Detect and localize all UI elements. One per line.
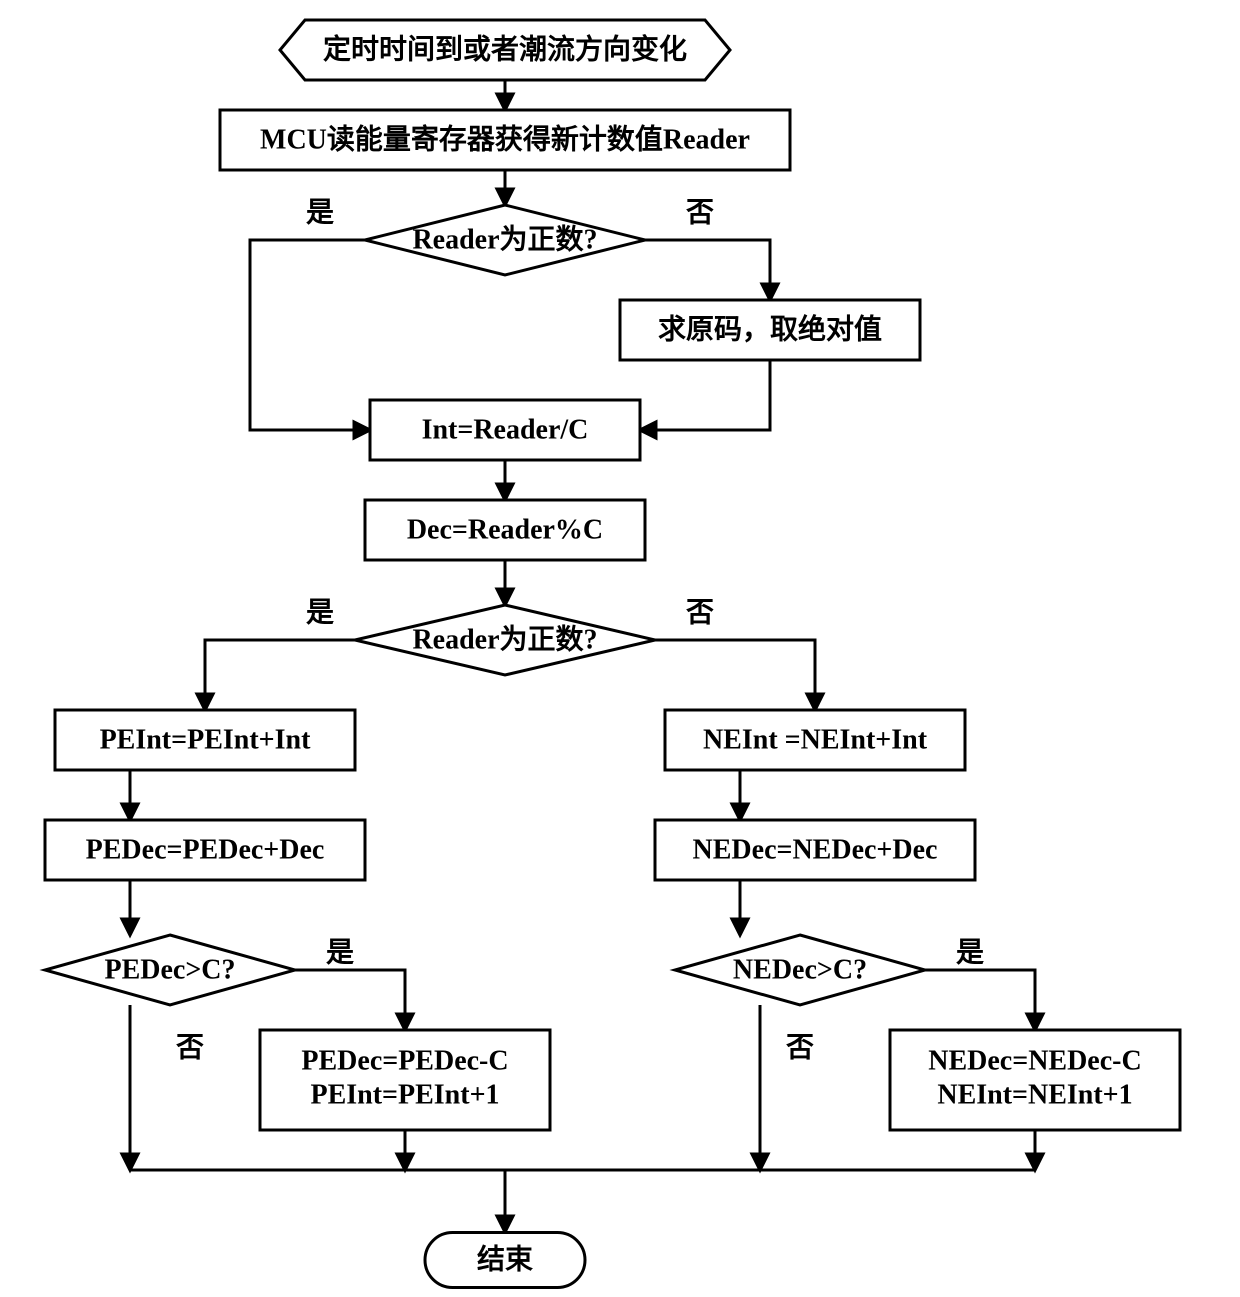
svg-text:NEInt =NEInt+Int: NEInt =NEInt+Int [703, 724, 928, 755]
svg-text:否: 否 [786, 1032, 814, 1063]
node-d3: PEDec>C? [45, 935, 295, 1005]
edge [655, 640, 815, 710]
svg-text:是: 是 [306, 597, 334, 628]
node-intc: Int=Reader/C [370, 400, 640, 460]
svg-text:NEDec>C?: NEDec>C? [733, 954, 867, 985]
svg-text:NEDec=NEDec+Dec: NEDec=NEDec+Dec [693, 834, 938, 865]
node-decc: Dec=Reader%C [365, 500, 645, 560]
edge [205, 640, 355, 710]
node-nefix: NEDec=NEDec-CNEInt=NEInt+1 [890, 1030, 1180, 1130]
node-d4: NEDec>C? [675, 935, 925, 1005]
svg-text:结束: 结束 [477, 1243, 533, 1275]
node-read: MCU读能量寄存器获得新计数值Reader [220, 110, 790, 170]
svg-text:是: 是 [326, 937, 354, 968]
node-pefix: PEDec=PEDec-CPEInt=PEInt+1 [260, 1030, 550, 1130]
edge [295, 970, 405, 1030]
svg-text:PEDec=PEDec-C: PEDec=PEDec-C [301, 1045, 508, 1076]
nodes: 定时时间到或者潮流方向变化 MCU读能量寄存器获得新计数值Reader Reader… [45, 20, 1180, 1288]
svg-text:是: 是 [956, 937, 984, 968]
node-start: 定时时间到或者潮流方向变化 [280, 20, 730, 80]
node-d1: Reader为正数? [365, 205, 645, 275]
svg-text:Reader为正数?: Reader为正数? [412, 223, 597, 255]
svg-text:PEInt=PEInt+1: PEInt=PEInt+1 [310, 1079, 499, 1110]
edge [645, 240, 770, 300]
edge [250, 240, 370, 430]
svg-text:PEInt=PEInt+Int: PEInt=PEInt+Int [100, 724, 312, 755]
svg-text:PEDec=PEDec+Dec: PEDec=PEDec+Dec [86, 834, 325, 865]
node-end: 结束 [425, 1233, 585, 1288]
node-pedec: PEDec=PEDec+Dec [45, 820, 365, 880]
svg-text:求原码，取绝对值: 求原码，取绝对值 [658, 312, 882, 345]
svg-text:是: 是 [306, 197, 334, 228]
edge [640, 360, 770, 430]
svg-text:NEDec=NEDec-C: NEDec=NEDec-C [928, 1045, 1141, 1076]
svg-text:MCU读能量寄存器获得新计数值Reader: MCU读能量寄存器获得新计数值Reader [260, 122, 750, 155]
edge [925, 970, 1035, 1030]
node-peint: PEInt=PEInt+Int [55, 710, 355, 770]
svg-text:否: 否 [686, 197, 714, 228]
node-nedec: NEDec=NEDec+Dec [655, 820, 975, 880]
node-neint: NEInt =NEInt+Int [665, 710, 965, 770]
node-abs: 求原码，取绝对值 [620, 300, 920, 360]
node-d2: Reader为正数? [355, 605, 655, 675]
svg-text:否: 否 [176, 1032, 204, 1063]
svg-text:否: 否 [686, 597, 714, 628]
svg-text:Dec=Reader%C: Dec=Reader%C [407, 514, 603, 545]
svg-text:定时时间到或者潮流方向变化: 定时时间到或者潮流方向变化 [323, 32, 687, 65]
svg-text:Int=Reader/C: Int=Reader/C [422, 414, 589, 445]
svg-text:PEDec>C?: PEDec>C? [104, 954, 235, 985]
svg-text:Reader为正数?: Reader为正数? [412, 623, 597, 655]
svg-text:NEInt=NEInt+1: NEInt=NEInt+1 [937, 1079, 1132, 1110]
flowchart-canvas: 是否是否是否是否定时时间到或者潮流方向变化MCU读能量寄存器获得新计数值Read… [0, 0, 1240, 1297]
